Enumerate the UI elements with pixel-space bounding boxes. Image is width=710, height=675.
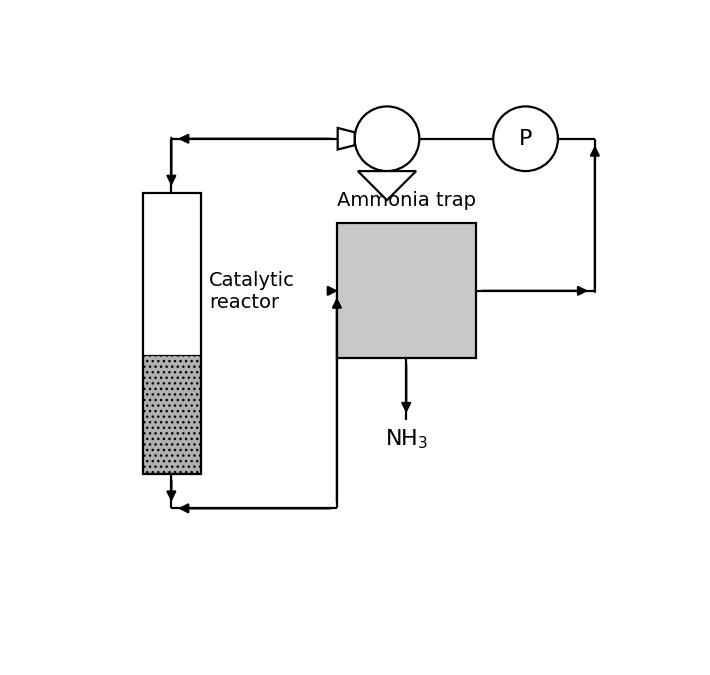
Text: P: P [519,129,532,148]
Polygon shape [338,128,354,150]
Bar [337,223,476,358]
Circle shape [493,107,558,171]
Polygon shape [358,171,416,200]
Bar [143,356,201,474]
Bar [143,192,201,474]
Text: Ammonia trap: Ammonia trap [337,190,476,210]
Text: Catalytic
reactor: Catalytic reactor [209,271,295,312]
Text: NH$_3$: NH$_3$ [385,427,428,451]
Circle shape [354,107,420,171]
